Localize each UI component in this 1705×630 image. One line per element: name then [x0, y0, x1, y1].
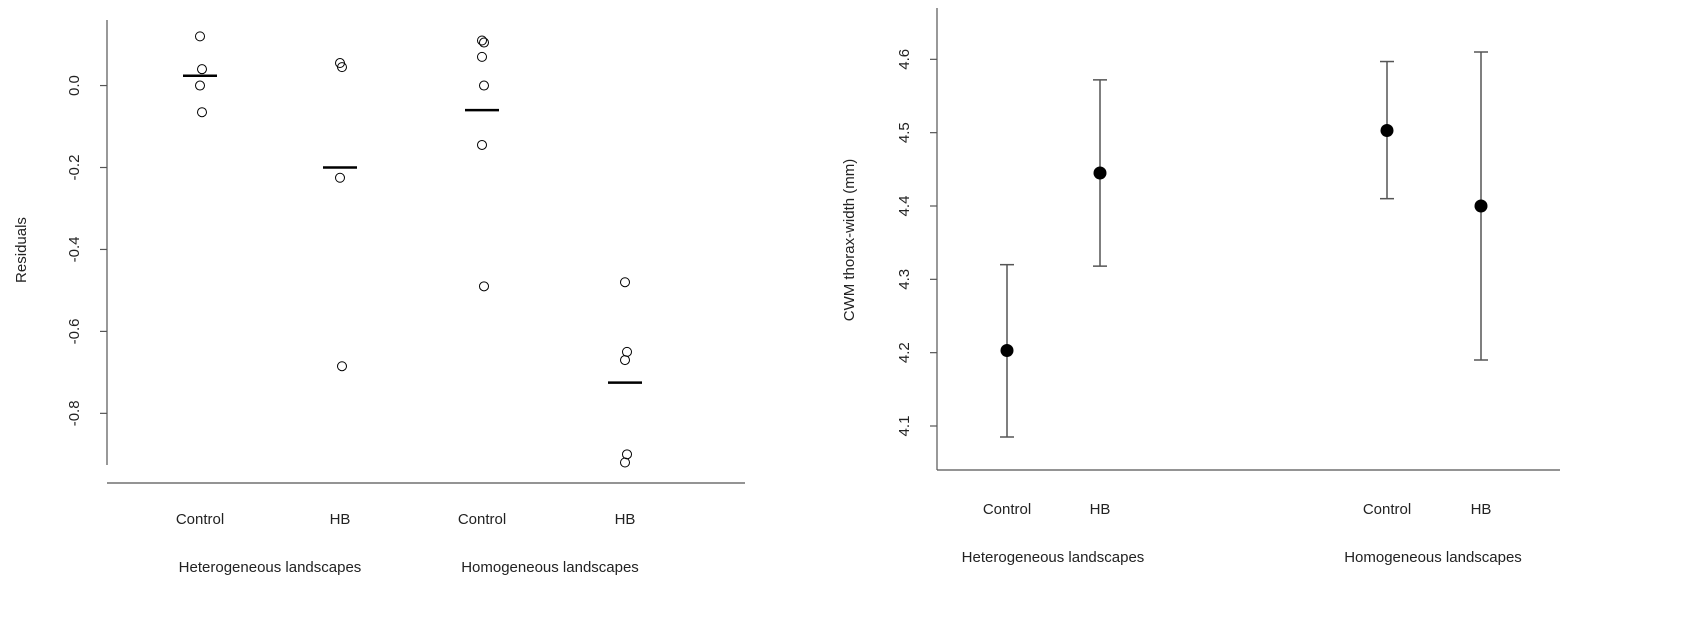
- point: [1474, 199, 1488, 213]
- y-axis-label: Residuals: [13, 217, 30, 283]
- point: [197, 64, 207, 75]
- x-tick-label: HB: [1090, 501, 1111, 518]
- point: [622, 346, 632, 357]
- x-tick-label: Control: [458, 511, 506, 528]
- point: [620, 355, 630, 366]
- y-tick-label: 4.2: [896, 342, 913, 363]
- point: [195, 80, 205, 91]
- point: [1000, 343, 1014, 357]
- point: [195, 31, 205, 42]
- y-tick-label: 4.1: [896, 416, 913, 437]
- x-tick-label: Control: [983, 501, 1031, 518]
- y-axis-label: CWM thorax-width (mm): [841, 159, 858, 322]
- point: [479, 37, 489, 48]
- x-tick-label: HB: [330, 511, 351, 528]
- x-tick-label: Control: [176, 511, 224, 528]
- point: [335, 172, 345, 183]
- y-tick-label: -0.8: [66, 400, 83, 426]
- point: [477, 51, 487, 62]
- point: [620, 457, 630, 468]
- point: [1380, 123, 1394, 137]
- group-label: Homogeneous landscapes: [1344, 549, 1522, 566]
- point: [620, 277, 630, 288]
- y-tick-label: 4.5: [896, 122, 913, 143]
- point: [337, 62, 347, 73]
- y-tick-label: -0.6: [66, 318, 83, 344]
- x-tick-label: HB: [1471, 501, 1492, 518]
- y-tick-label: 4.4: [896, 196, 913, 217]
- point: [197, 107, 207, 118]
- y-tick-label: -0.2: [66, 155, 83, 181]
- x-tick-label: HB: [615, 511, 636, 528]
- y-tick-label: 4.6: [896, 49, 913, 70]
- group-label: Heterogeneous landscapes: [179, 559, 362, 576]
- point: [337, 361, 347, 372]
- group-label: Homogeneous landscapes: [461, 559, 639, 576]
- point: [477, 35, 487, 46]
- point: [479, 281, 489, 292]
- y-tick-label: 4.3: [896, 269, 913, 290]
- y-tick-label: 0.0: [66, 75, 83, 96]
- point: [622, 449, 632, 460]
- group-label: Heterogeneous landscapes: [962, 549, 1145, 566]
- point: [1093, 166, 1107, 180]
- point: [479, 80, 489, 91]
- x-tick-label: Control: [1363, 501, 1411, 518]
- point: [477, 139, 487, 150]
- y-tick-label: -0.4: [66, 237, 83, 263]
